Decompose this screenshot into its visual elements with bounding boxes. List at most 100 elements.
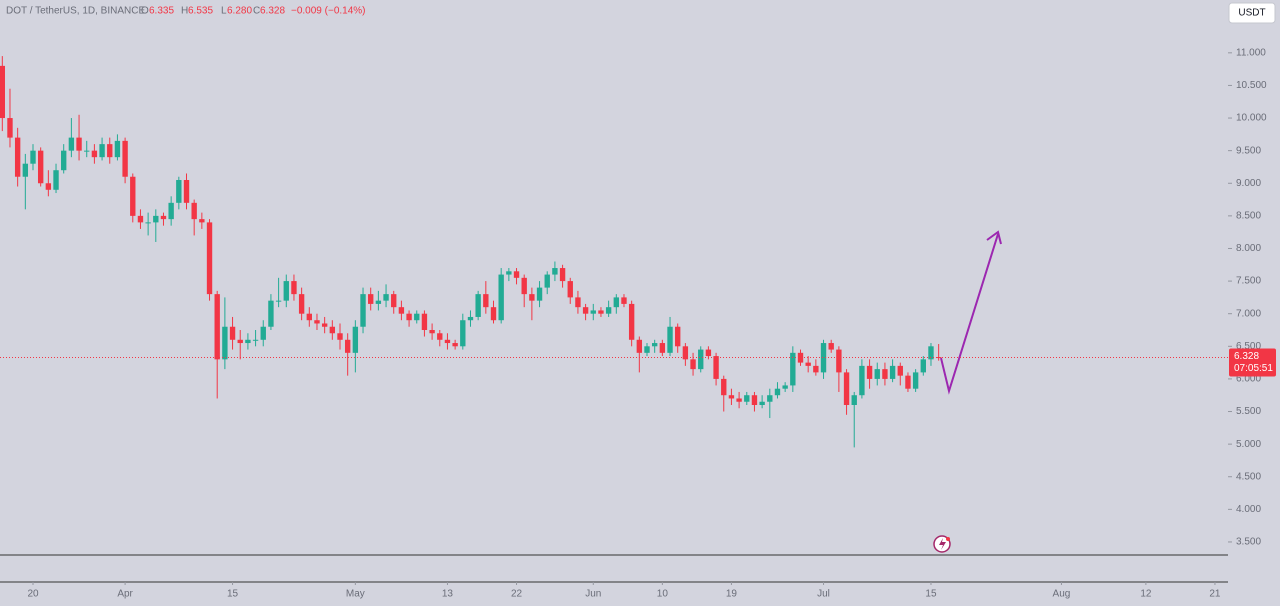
candle-body bbox=[651, 343, 658, 347]
candle-body bbox=[767, 395, 773, 402]
candle-body bbox=[713, 356, 719, 379]
candle-body bbox=[344, 339, 351, 353]
candle-body bbox=[214, 294, 220, 360]
candle-body bbox=[498, 274, 504, 321]
candle-body bbox=[682, 346, 689, 360]
symbol: DOT / TetherUS, 1D, BINANCE bbox=[6, 6, 145, 17]
candle-body bbox=[621, 297, 627, 304]
candle-body bbox=[99, 144, 105, 158]
candle-body bbox=[582, 307, 589, 314]
y-tick-label: 11.000 bbox=[1236, 47, 1266, 58]
candle-body bbox=[245, 339, 251, 344]
candle-body bbox=[84, 150, 90, 152]
drawing-arrow bbox=[940, 230, 1002, 395]
candle-body bbox=[483, 294, 489, 308]
y-tick-label: 5.500 bbox=[1236, 406, 1261, 417]
x-tick-label: Aug bbox=[1053, 589, 1071, 600]
candle-body bbox=[851, 395, 857, 405]
y-tick-label: 8.500 bbox=[1236, 211, 1261, 222]
x-tick-label: 22 bbox=[511, 589, 523, 600]
candle-body bbox=[897, 365, 903, 376]
x-tick-label: 10 bbox=[657, 589, 669, 600]
o-key: O bbox=[141, 6, 149, 17]
candle-body bbox=[559, 268, 566, 282]
candle-body bbox=[375, 300, 382, 304]
candle-body bbox=[590, 310, 596, 314]
y-tick-label: 5.000 bbox=[1236, 439, 1261, 450]
candle-body bbox=[145, 222, 151, 224]
candle-body bbox=[874, 369, 880, 379]
l-value: 6.280 bbox=[227, 6, 252, 17]
candle-body bbox=[368, 294, 374, 304]
candle-body bbox=[490, 307, 497, 321]
candle-body bbox=[690, 359, 696, 370]
candle-body bbox=[467, 316, 474, 321]
y-tick-label: 4.000 bbox=[1236, 504, 1261, 515]
currency-label[interactable]: USDT bbox=[1238, 8, 1265, 19]
candle-body bbox=[536, 287, 543, 301]
candle-body bbox=[314, 320, 320, 324]
candle-body bbox=[790, 352, 796, 386]
candle-body bbox=[475, 294, 481, 317]
candle-body bbox=[567, 281, 573, 298]
y-tick-label: 6.000 bbox=[1236, 374, 1261, 385]
candle-body bbox=[774, 388, 781, 396]
candle-body bbox=[444, 339, 451, 344]
candle-body bbox=[529, 294, 535, 301]
candle-body bbox=[30, 150, 36, 164]
candle-body bbox=[414, 313, 420, 321]
candle-body bbox=[598, 310, 604, 314]
candle-body bbox=[521, 277, 527, 295]
candle-body bbox=[628, 303, 635, 340]
event-icon bbox=[933, 535, 951, 553]
candle-body bbox=[575, 297, 581, 308]
candle-body bbox=[291, 281, 297, 295]
candle-body bbox=[759, 401, 765, 405]
candle-body bbox=[721, 378, 727, 396]
y-tick-label: 9.500 bbox=[1236, 145, 1261, 156]
x-tick-label: 15 bbox=[925, 589, 937, 600]
candle-body bbox=[544, 274, 550, 288]
y-tick-label: 3.500 bbox=[1236, 537, 1261, 548]
candle-body bbox=[329, 326, 336, 334]
candle-body bbox=[613, 297, 619, 308]
candle-body bbox=[935, 357, 942, 359]
x-tick-label: Jul bbox=[817, 589, 830, 600]
candle-body bbox=[513, 271, 520, 278]
candle-body bbox=[122, 140, 128, 177]
candle-body bbox=[920, 359, 926, 373]
candle-body bbox=[260, 326, 266, 340]
candle-body bbox=[667, 326, 673, 353]
candle-body bbox=[61, 150, 67, 171]
candle-body bbox=[828, 343, 834, 350]
candle-body bbox=[321, 323, 328, 327]
candle-body bbox=[7, 118, 13, 138]
currency-button[interactable] bbox=[1228, 2, 1276, 24]
candle-body bbox=[183, 180, 190, 203]
last-price-label: 6.328 bbox=[1234, 351, 1259, 362]
candle-body bbox=[452, 343, 458, 347]
candle-body bbox=[37, 150, 44, 184]
candle-body bbox=[199, 219, 205, 223]
candle-body bbox=[53, 170, 59, 190]
candle-body bbox=[68, 137, 75, 151]
candle-body bbox=[130, 176, 136, 216]
candle-body bbox=[675, 326, 681, 347]
candle-body bbox=[782, 385, 788, 389]
candle-body bbox=[383, 294, 389, 301]
candle-body bbox=[360, 294, 366, 327]
candle-body bbox=[912, 372, 919, 389]
y-tick-label: 7.000 bbox=[1236, 308, 1261, 319]
x-tick-label: 15 bbox=[227, 589, 239, 600]
y-tick-label: 7.500 bbox=[1236, 276, 1261, 287]
candle-body bbox=[191, 202, 197, 220]
candle-body bbox=[705, 349, 712, 357]
candle-body bbox=[905, 375, 911, 389]
candle-body bbox=[391, 294, 397, 308]
x-tick-label: 20 bbox=[27, 589, 39, 600]
candle-body bbox=[698, 349, 704, 370]
h-value: 6.535 bbox=[188, 6, 213, 17]
candle-body bbox=[813, 365, 819, 373]
candle-body bbox=[644, 346, 650, 353]
